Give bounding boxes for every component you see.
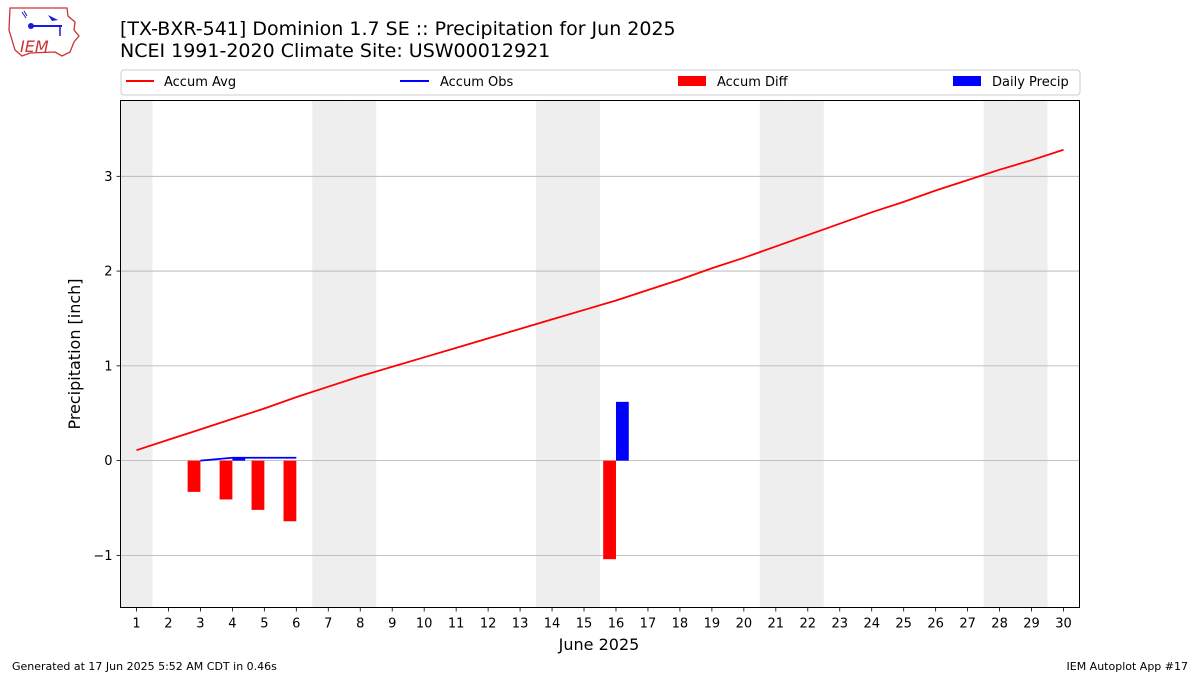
weekend-band [983,100,1016,608]
x-axis: 1 2 3 4 5 6 7 8 9 10 11 12 13 14 15 16 17 18 19 20 21 22 23 24 2… [132,607,1072,632]
x-tick-label: 19 [704,617,721,632]
x-tick-label: 18 [672,617,689,632]
autoplot-footer: IEM Autoplot App #17 [1066,660,1189,673]
y-tick-label: 1 [104,359,112,374]
x-tick-label: 25 [895,617,912,632]
daily-precip-bar [615,401,629,461]
x-tick-label: 9 [388,617,396,632]
weekend-band [344,100,377,608]
x-tick-label: 4 [228,617,236,632]
x-tick-label: 17 [640,617,657,632]
logo-text: IEM [20,37,49,56]
y-axis: −1 0 1 2 3 [93,170,121,564]
x-axis-label: June 2025 [558,635,640,654]
legend-label-accum-avg: Accum Avg [164,75,236,90]
legend-swatch-accum-diff [678,76,706,86]
y-tick-label: 0 [104,454,112,469]
x-tick-label: 27 [959,617,976,632]
x-tick-label: 13 [512,617,529,632]
series-lines [136,148,1064,462]
legend-label-daily-precip: Daily Precip [992,75,1069,90]
weekend-band [759,100,792,608]
x-tick-label: 23 [831,617,848,632]
chart-subtitle: NCEI 1991-2020 Climate Site: USW00012921 [120,40,551,62]
x-tick-label: 1 [132,617,140,632]
weekend-band [536,100,569,608]
x-tick-label: 3 [196,617,204,632]
accum-avg-line [136,148,1064,452]
x-tick-label: 8 [356,617,364,632]
weekend-band [791,100,824,608]
weekend-band [568,100,600,608]
legend: Accum Avg Accum Obs Accum Diff Daily Pre… [120,69,1081,96]
y-tick-label: 2 [104,265,112,280]
legend-swatch-daily-precip [953,76,981,86]
accum-diff-bar [283,460,297,522]
x-tick-label: 22 [800,617,817,632]
accum-diff-bar [251,460,265,510]
y-tick-label: −1 [93,549,112,564]
accum-diff-bar [603,460,616,560]
x-tick-label: 14 [544,617,561,632]
accum-obs-line [200,456,297,462]
x-tick-label: 12 [480,617,497,632]
x-tick-label: 15 [576,617,593,632]
x-tick-label: 24 [863,617,880,632]
x-tick-label: 11 [448,617,465,632]
x-tick-label: 16 [608,617,625,632]
daily-precip-bar [232,457,246,461]
weekend-bands [120,100,1048,608]
gridlines [120,175,1080,556]
generated-footer: Generated at 17 Jun 2025 5:52 AM CDT in … [12,660,277,673]
weekend-band [1015,100,1048,608]
x-tick-label: 7 [324,617,332,632]
x-tick-label: 26 [927,617,944,632]
x-tick-label: 29 [1023,617,1040,632]
legend-label-accum-obs: Accum Obs [440,75,513,90]
y-axis-label: Precipitation [inch] [65,278,84,429]
plot-frame [120,100,1080,608]
iem-logo: IEM [8,7,80,57]
x-tick-label: 6 [292,617,300,632]
x-tick-label: 28 [991,617,1008,632]
chart-title: [TX-BXR-541] Dominion 1.7 SE :: Precipit… [120,18,676,40]
x-tick-label: 30 [1055,617,1072,632]
legend-label-accum-diff: Accum Diff [717,75,789,90]
weekend-band [312,100,345,608]
accum-diff-bar [219,460,233,500]
bars [187,401,629,560]
weekend-band [120,100,153,608]
legend-box [120,69,1081,96]
accum-diff-bar [187,460,201,492]
x-tick-label: 5 [260,617,268,632]
x-tick-label: 21 [768,617,785,632]
x-tick-label: 10 [416,617,433,632]
y-tick-label: 3 [104,170,112,185]
x-tick-label: 2 [164,617,172,632]
x-tick-label: 20 [736,617,753,632]
